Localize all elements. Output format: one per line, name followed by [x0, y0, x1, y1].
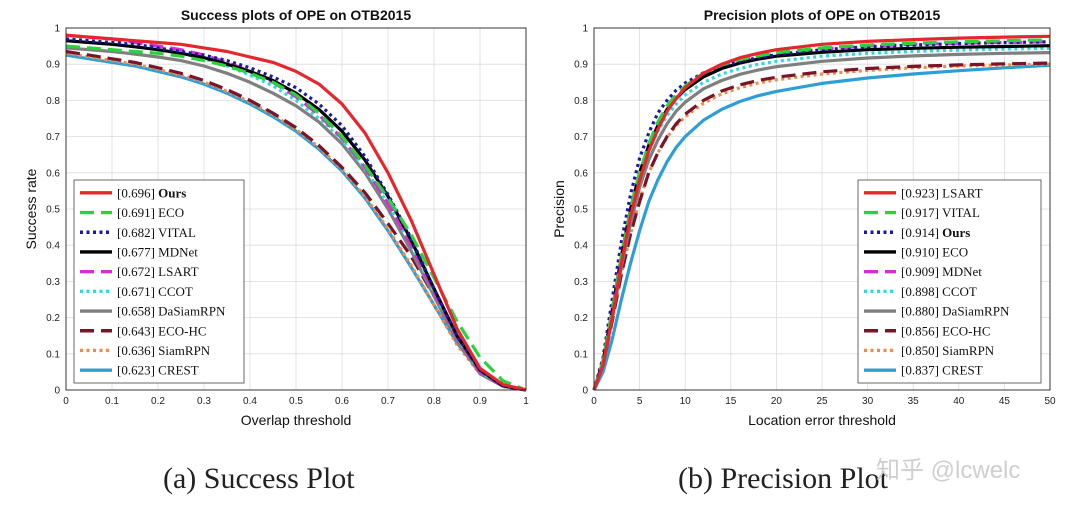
y-tick-label: 1	[582, 24, 588, 35]
x-tick-label: 10	[680, 396, 692, 407]
series-line-dasiamrpn	[65, 46, 527, 392]
x-tick-label: 0.9	[473, 396, 487, 407]
legend-entry: [0.636] SiamRPN	[117, 343, 211, 358]
legend-entry: [0.880] DaSiamRPN	[901, 304, 1010, 319]
y-tick-label: 0.2	[46, 313, 60, 324]
y-tick-label: 0.3	[46, 277, 60, 288]
legend-entry: [0.898] CCOT	[901, 284, 977, 299]
legend-entry: [0.909] MDNet	[901, 264, 982, 279]
x-tick-label: 15	[725, 396, 737, 407]
x-tick-label: 30	[862, 396, 874, 407]
legend-entry: [0.671] CCOT	[117, 284, 193, 299]
x-tick-label: 40	[953, 396, 965, 407]
legend-entry: [0.623] CREST	[117, 363, 199, 378]
x-tick-label: 5	[637, 396, 643, 407]
chart-title: Success plots of OPE on OTB2015	[181, 7, 412, 23]
axes-frame	[593, 27, 1051, 391]
y-tick-label: 0.1	[574, 349, 588, 360]
y-tick-label: 0.6	[46, 168, 60, 179]
x-tick-label: 45	[999, 396, 1011, 407]
legend-entry: [0.850] SiamRPN	[901, 343, 995, 358]
series-line-lsart	[592, 34, 1051, 391]
y-tick-label: 0.4	[574, 241, 588, 252]
legend-entry: [0.837] CREST	[901, 363, 983, 378]
x-tick-label: 0.3	[197, 396, 211, 407]
legend-entry: [0.658] DaSiamRPN	[117, 304, 226, 319]
legend-entry: [0.856] ECO-HC	[901, 323, 991, 338]
y-tick-label: 0	[582, 386, 588, 397]
series-line-eco	[65, 44, 527, 392]
y-tick-label: 0.9	[46, 60, 60, 71]
y-tick-label: 0.6	[574, 168, 588, 179]
series-line-siamrpn	[65, 51, 527, 392]
series-line-crest	[592, 63, 1051, 391]
y-tick-label: 0.5	[574, 205, 588, 216]
y-tick-label: 0.2	[574, 313, 588, 324]
legend-entry: [0.691] ECO	[117, 205, 184, 220]
y-tick-label: 1	[54, 24, 60, 35]
x-tick-label: 0.5	[289, 396, 303, 407]
y-tick-label: 0.7	[46, 132, 60, 143]
legend: [0.696] Ours [0.691] ECO [0.682] VITAL [0.6…	[73, 179, 245, 384]
x-tick-label: 0	[591, 396, 597, 407]
legend-entry: [0.672] LSART	[117, 264, 199, 279]
series-line-vital	[65, 37, 527, 392]
y-tick-label: 0.3	[574, 277, 588, 288]
x-tick-label: 0.4	[243, 396, 257, 407]
y-tick-label: 0.8	[574, 96, 588, 107]
caption-precision-plot: (b) Precision Plot	[678, 462, 888, 495]
y-tick-label: 0.8	[46, 96, 60, 107]
y-tick-label: 0.7	[574, 132, 588, 143]
series-line-crest	[65, 53, 527, 392]
precision-plot: 0 5 10 15 20 25 30 35 40 45 50 0 0.1 0.2 0.3 0.4 0.5 0.6 0…	[551, 7, 1056, 428]
legend-entry: [0.910] ECO	[901, 244, 968, 259]
series-line-ours	[65, 33, 527, 392]
x-tick-label: 1	[523, 396, 529, 407]
success-plot: 0 0.1 0.2 0.3 0.4 0.5 0.6 0.7 0.8 0.9 1 0 0.1 0.2 0.3 0…	[23, 7, 529, 428]
x-tick-label: 25	[816, 396, 828, 407]
x-tick-label: 50	[1044, 396, 1056, 407]
legend-entry: [0.923] LSART	[901, 185, 983, 200]
legend-entry: [0.914] Ours	[901, 225, 970, 240]
x-tick-label: 0.8	[427, 396, 441, 407]
axes-frame	[65, 27, 527, 391]
legend-entry: [0.917] VITAL	[901, 205, 980, 220]
chart-title: Precision plots of OPE on OTB2015	[704, 7, 941, 23]
legend: [0.923] LSART [0.917] VITAL [0.914] Ours [0…	[857, 179, 1042, 384]
legend-entry: [0.682] VITAL	[117, 225, 196, 240]
series-line-eco-hc	[592, 61, 1051, 391]
y-tick-label: 0.1	[46, 349, 60, 360]
legend-entry: [0.696] Ours	[117, 185, 186, 200]
x-tick-label: 0.2	[151, 396, 165, 407]
x-tick-label: 35	[908, 396, 920, 407]
x-tick-label: 0	[63, 396, 69, 407]
legend-entry: [0.677] MDNet	[117, 244, 198, 259]
x-tick-label: 20	[771, 396, 783, 407]
x-tick-label: 0.6	[335, 396, 349, 407]
y-tick-label: 0.5	[46, 205, 60, 216]
y-tick-label: 0.4	[46, 241, 60, 252]
y-tick-label: 0	[54, 386, 60, 397]
x-axis-label: Overlap threshold	[241, 412, 352, 428]
legend-entry: [0.643] ECO-HC	[117, 323, 207, 338]
x-axis-label: Location error threshold	[748, 412, 896, 428]
watermark: 知乎 @lcwelc	[876, 457, 1021, 484]
x-tick-label: 0.7	[381, 396, 395, 407]
x-tick-label: 0.1	[105, 396, 119, 407]
caption-success-plot: (a) Success Plot	[163, 462, 355, 495]
y-axis-label: Precision	[551, 180, 567, 238]
y-tick-label: 0.9	[574, 60, 588, 71]
y-axis-label: Success rate	[23, 168, 39, 249]
